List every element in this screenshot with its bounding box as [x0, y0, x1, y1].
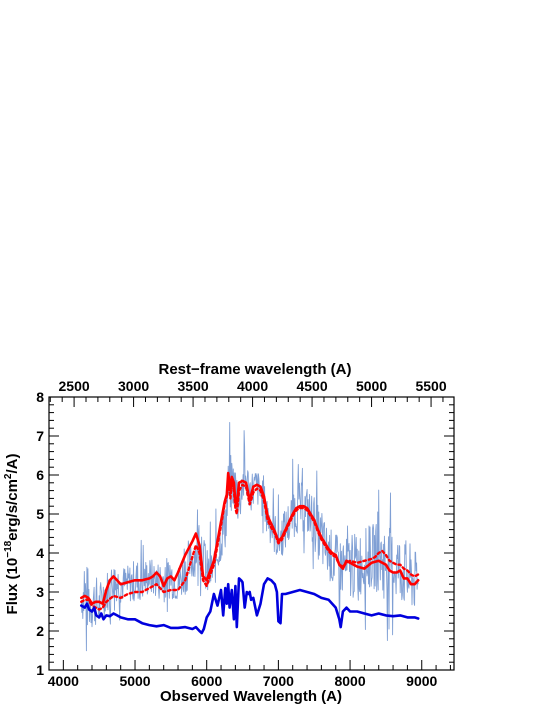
- y-tick-label: 8: [36, 389, 44, 405]
- x-tick-label: 7000: [263, 673, 294, 689]
- y-tick-label: 3: [36, 584, 44, 600]
- top-axis-title: Rest−frame wavelength (A): [159, 361, 352, 378]
- x-tick-label: 8000: [334, 673, 365, 689]
- y-axis-title-suffix: /A): [4, 454, 21, 474]
- series-model-component: [80, 577, 420, 635]
- y-axis-title-units: erg/s/cm: [4, 479, 21, 541]
- series-layer: [80, 421, 420, 652]
- y-tick-label: 6: [36, 467, 44, 483]
- series-model-total-solid: [80, 471, 420, 606]
- x-tick-label: 6000: [191, 673, 222, 689]
- series-observed-spectrum: [80, 421, 419, 652]
- top-tick-label: 5500: [415, 378, 446, 394]
- y-axis-title-area-exponent: 2: [3, 473, 14, 479]
- y-axis-title-prefix: Flux (10: [4, 558, 21, 615]
- y-tick-label: 7: [36, 428, 44, 444]
- x-tick-label: 4000: [48, 673, 79, 689]
- top-tick-label: 4500: [296, 378, 327, 394]
- top-tick-label: 5000: [356, 378, 387, 394]
- top-tick-label: 2500: [59, 378, 90, 394]
- y-tick-label: 2: [36, 623, 44, 639]
- y-tick-label: 1: [36, 662, 44, 678]
- label-layer: 4000 5000 6000 7000 8000 9000 1 2 3 4 5 6 7 8 2500 3000…: [36, 378, 447, 689]
- x-tick-label: 5000: [119, 673, 150, 689]
- y-axis-title-exponent: −18: [3, 540, 14, 557]
- plot-frame: [48, 396, 455, 671]
- y-tick-label: 4: [36, 545, 44, 561]
- y-tick-label: 5: [36, 506, 44, 522]
- y-axis-title: Flux (10−18erg/s/cm2/A): [3, 454, 21, 615]
- top-tick-label: 3000: [118, 378, 149, 394]
- tick-layer: [48, 396, 454, 671]
- x-tick-label: 9000: [406, 673, 437, 689]
- top-tick-label: 4000: [237, 378, 268, 394]
- x-axis-title: Observed Wavelength (A): [160, 688, 342, 705]
- top-tick-label: 3500: [178, 378, 209, 394]
- series-model-total-dotted: [80, 477, 420, 611]
